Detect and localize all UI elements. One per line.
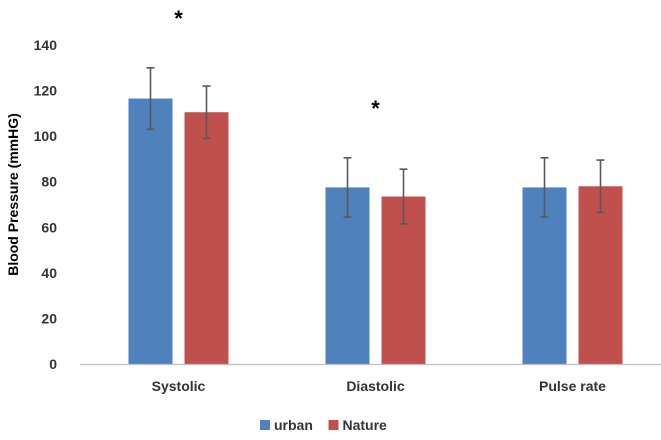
significance-annotations: ** [174,6,380,121]
error-bar [596,159,605,214]
significance-asterisk: * [371,96,380,121]
y-tick-label: 100 [34,128,58,144]
error-bar [202,85,211,140]
bar-nature-pulse-rate [578,186,623,364]
legend-label-urban: urban [274,417,313,433]
y-tick-label: 80 [41,174,57,190]
bar-nature-systolic [184,112,229,364]
y-tick-label: 60 [41,219,57,235]
legend: urban Nature [260,417,387,433]
legend-swatch-nature [328,420,339,430]
bar-urban-systolic [128,98,173,365]
y-tick-label: 0 [49,356,57,372]
y-tick-label: 20 [41,310,57,326]
significance-asterisk: * [174,6,183,31]
error-bar [540,156,549,218]
legend-swatch-urban [260,420,270,430]
error-bar [343,156,352,218]
y-axis-title: Blood Pressure (mmHG) [5,113,21,276]
y-tick-label: 40 [41,265,57,281]
error-bar [146,66,155,131]
error-bars [146,66,605,225]
x-tick-label: Systolic [152,378,206,394]
y-tick-label: 140 [34,37,58,53]
x-tick-label: Diastolic [346,378,405,394]
x-axis-tick-labels: Systolic Diastolic Pulse rate [152,378,607,394]
x-tick-label: Pulse rate [539,378,606,394]
legend-label-nature: Nature [343,417,388,433]
error-bar [399,168,408,225]
y-axis-tick-labels: 0 20 40 60 80 100 120 140 [34,37,58,372]
y-tick-label: 120 [34,83,58,99]
